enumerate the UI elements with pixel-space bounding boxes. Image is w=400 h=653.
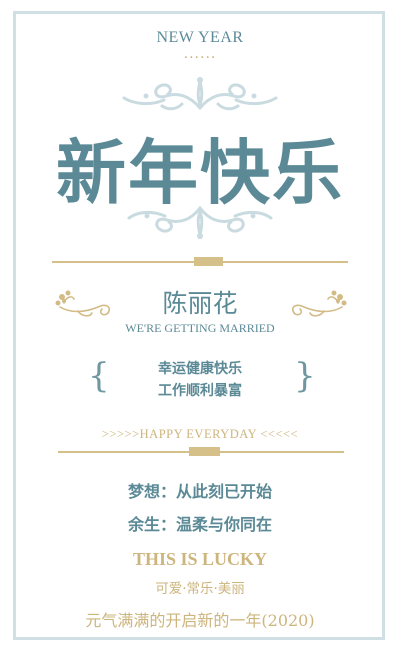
lucky-heading: THIS IS LUCKY	[132, 549, 268, 569]
divider-bar	[189, 447, 220, 456]
left-brace: {	[88, 356, 110, 396]
top-flourish-ornament	[122, 77, 278, 111]
main-title: 新年快乐	[56, 131, 344, 214]
left-floral-ornament	[55, 290, 111, 317]
dream-line-2: 余生：温柔与你同在	[127, 515, 272, 534]
right-brace: }	[294, 356, 316, 396]
dream-line-1: 梦想：从此刻已开始	[127, 482, 272, 501]
card-frame	[13, 11, 385, 640]
married-subtitle: WE'RE GETTING MARRIED	[125, 321, 275, 335]
happy-everyday-text: >>>>>HAPPY EVERYDAY <<<<<	[101, 427, 299, 441]
year-tagline: 元气满满的开启新的一年(2020)	[85, 611, 315, 630]
bottom-flourish-ornament	[127, 206, 273, 239]
cute-tagline: 可爱·常乐·美丽	[155, 581, 245, 597]
divider-bar	[194, 257, 223, 266]
new-year-heading: NEW YEAR	[156, 29, 244, 46]
dotted-divider: ......	[183, 46, 217, 62]
wish-line-1: 幸运健康快乐	[158, 361, 242, 377]
couple-name: 陈丽花	[162, 289, 238, 318]
right-floral-ornament	[291, 290, 347, 317]
wish-line-2: 工作顺利暴富	[158, 383, 242, 399]
